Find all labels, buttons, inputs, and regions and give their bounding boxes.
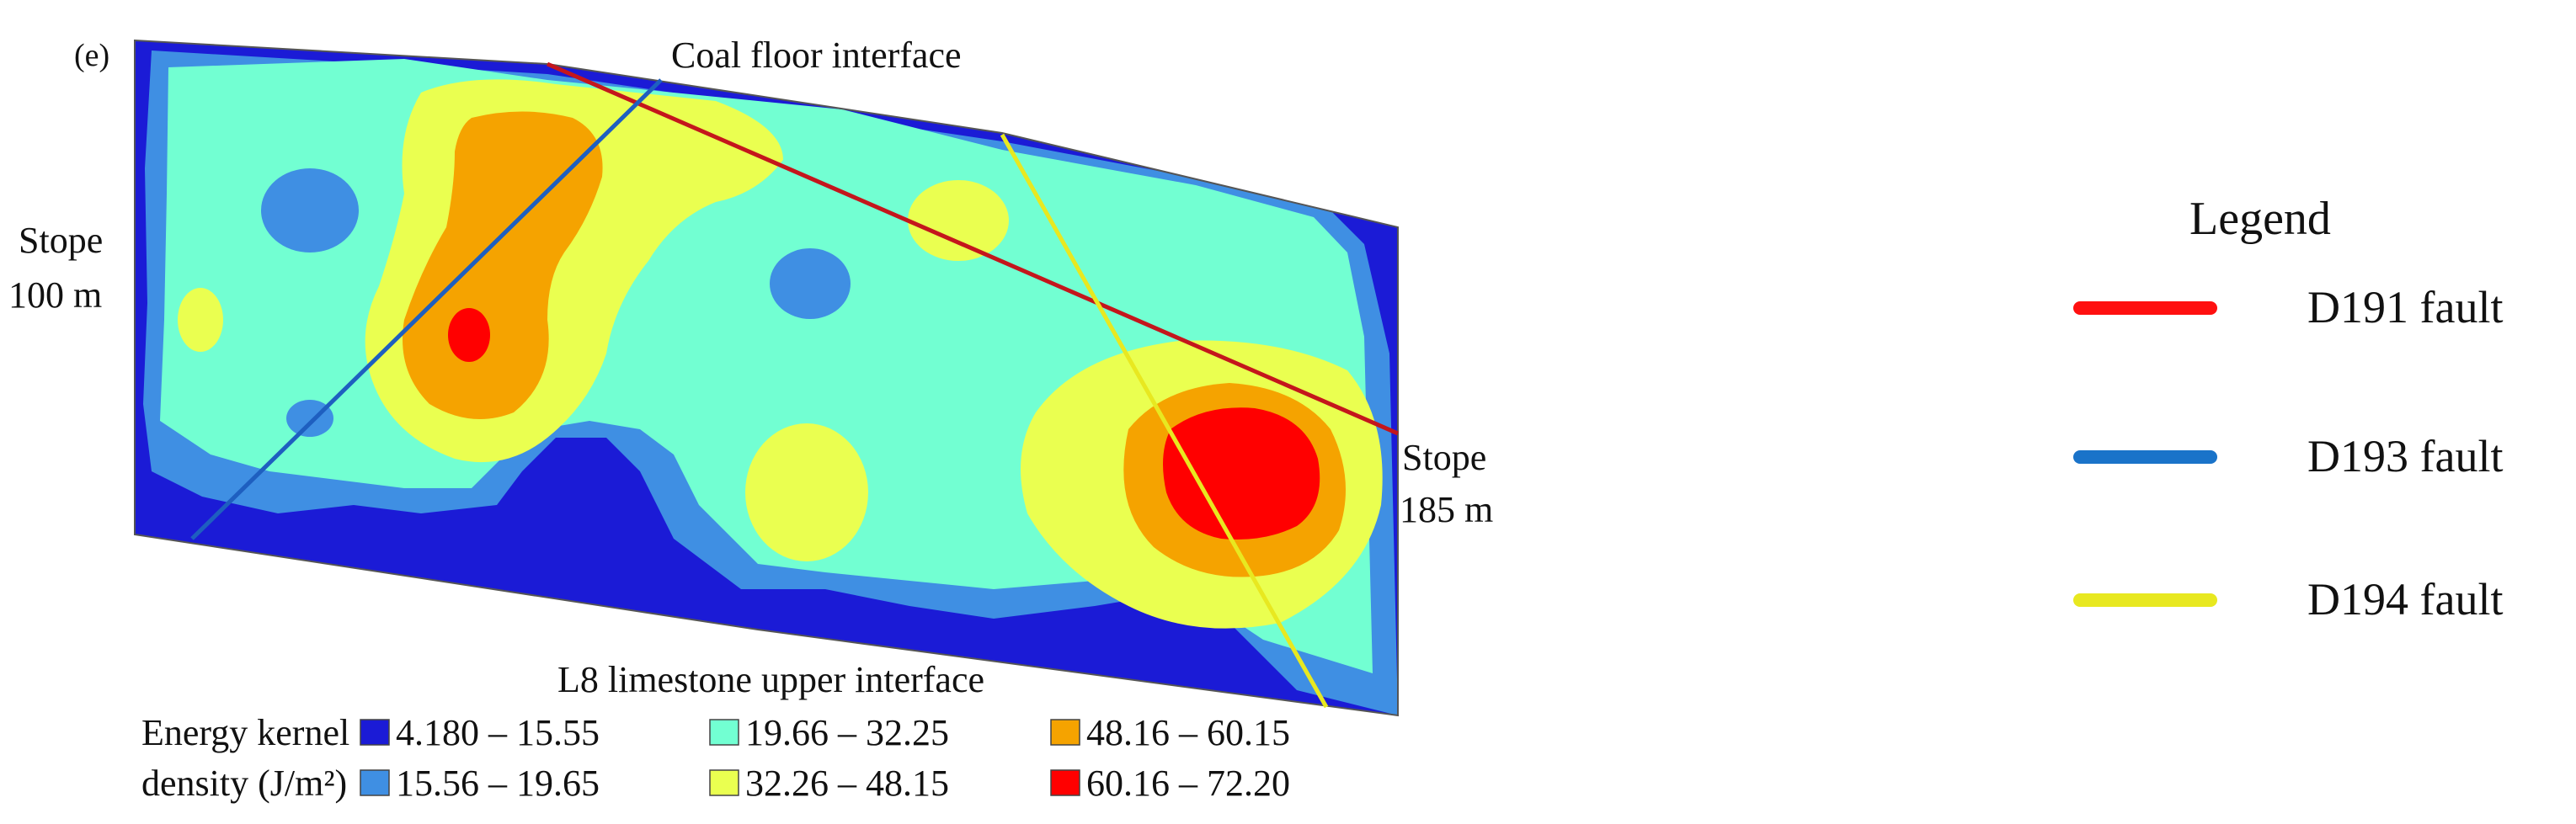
density-core xyxy=(448,308,490,362)
density-legend-item: 48.16 – 60.15 xyxy=(1050,712,1290,753)
density-legend-item: 19.66 – 32.25 xyxy=(709,712,949,753)
density-legend-item: 15.56 – 19.65 xyxy=(360,763,600,804)
coal-floor-label: Coal floor interface xyxy=(671,35,962,76)
density-blob xyxy=(745,423,868,561)
fault-legend: Legend D191 fault D193 fault D194 fault xyxy=(2073,193,2503,625)
density-blob xyxy=(178,288,223,352)
density-legend-range: 4.180 – 15.55 xyxy=(396,712,600,753)
density-map xyxy=(135,40,1398,715)
density-legend: Energy kernel density (J/m²) 4.180 – 15.… xyxy=(141,712,1290,804)
panel-label: (e) xyxy=(74,38,109,73)
density-blob xyxy=(770,248,851,319)
density-legend-title-2: density (J/m²) xyxy=(141,763,347,804)
stope-left-label-2: 100 m xyxy=(8,274,102,316)
fault-legend-title: Legend xyxy=(2189,193,2331,245)
density-legend-swatch xyxy=(1050,719,1080,746)
fault-legend-item: D191 fault xyxy=(2073,282,2503,332)
density-legend-item: 4.180 – 15.55 xyxy=(360,712,600,753)
fault-line-d193 xyxy=(190,78,663,540)
limestone-label: L8 limestone upper interface xyxy=(557,659,984,700)
fault-legend-label: D191 fault xyxy=(2307,282,2503,332)
density-blob xyxy=(908,180,1009,261)
fault-legend-label: D194 fault xyxy=(2307,574,2503,625)
density-legend-range: 48.16 – 60.15 xyxy=(1086,712,1290,753)
stope-right-label-1: Stope xyxy=(1402,437,1486,478)
density-legend-range: 15.56 – 19.65 xyxy=(396,763,600,804)
density-zone-6016-7220 xyxy=(1163,407,1320,540)
density-legend-range: 60.16 – 72.20 xyxy=(1086,763,1290,804)
fault-legend-label: D193 fault xyxy=(2307,431,2503,481)
density-legend-swatch xyxy=(709,769,739,796)
density-legend-range: 19.66 – 32.25 xyxy=(745,712,949,753)
fault-legend-item: D194 fault xyxy=(2073,574,2503,625)
density-legend-item: 60.16 – 72.20 xyxy=(1050,763,1290,804)
density-legend-range: 32.26 – 48.15 xyxy=(745,763,949,804)
density-legend-swatch xyxy=(360,769,390,796)
map-boundary xyxy=(134,39,1399,717)
fault-line-d194 xyxy=(1000,133,1329,709)
density-legend-title-1: Energy kernel xyxy=(141,712,349,753)
stope-left-label-1: Stope xyxy=(19,220,103,261)
density-blob xyxy=(261,168,359,253)
fault-legend-item: D193 fault xyxy=(2073,431,2503,481)
density-legend-swatch xyxy=(1050,769,1080,796)
stope-right-label-2: 185 m xyxy=(1400,489,1493,530)
density-legend-swatch xyxy=(709,719,739,746)
fault-line-d191 xyxy=(547,61,1399,436)
density-legend-item: 32.26 – 48.15 xyxy=(709,763,949,804)
density-legend-swatch xyxy=(360,719,390,746)
